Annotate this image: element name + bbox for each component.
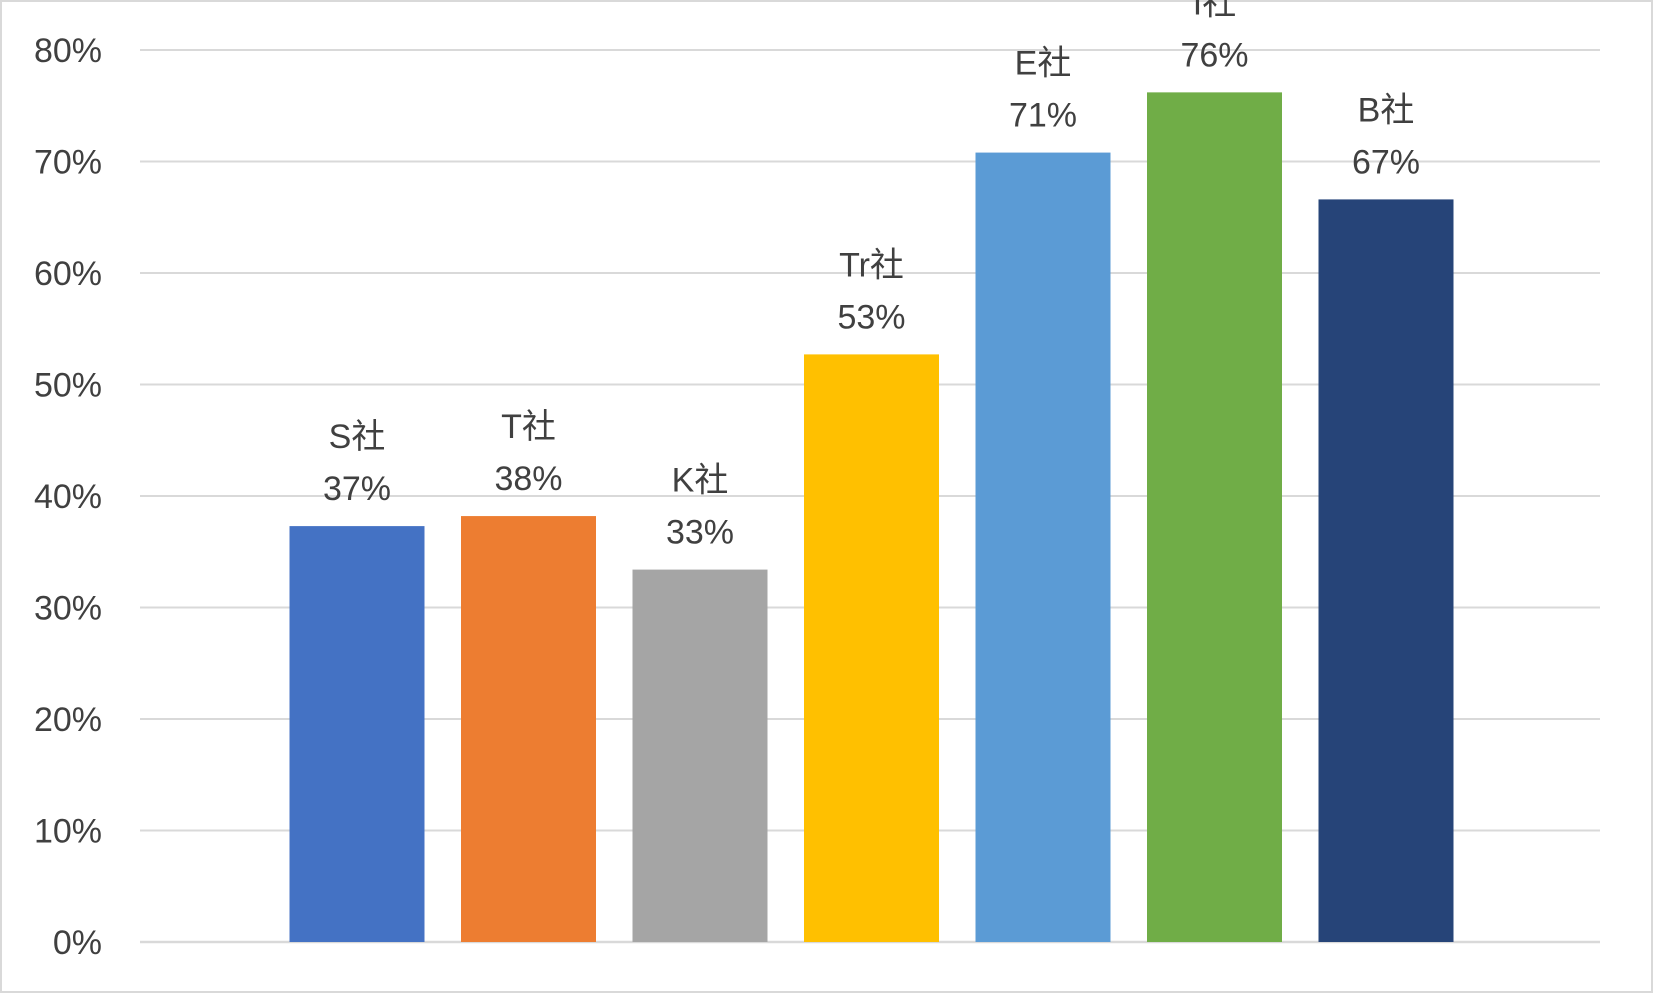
y-tick-label: 30% [34, 590, 102, 628]
y-tick-label: 80% [34, 32, 102, 70]
bar-value-label: 37% [323, 470, 391, 508]
bar-category-label: T社 [501, 408, 556, 446]
bar-category-label: S社 [329, 418, 386, 456]
bar-1 [461, 516, 596, 942]
y-tick-label: 0% [53, 924, 102, 962]
bar-3 [804, 354, 939, 942]
bar-5 [1147, 92, 1282, 943]
y-tick-label: 10% [34, 813, 102, 851]
data-labels: S社 37% T社 38% K社 33% Tr社 53% E社 71% I社 76% B社 67% [323, 0, 1420, 552]
bar-4 [975, 152, 1111, 942]
bar-0 [289, 526, 425, 942]
bar-value-label: 53% [837, 298, 905, 336]
y-axis-tick-labels: 0% 10% 20% 30% 40% 50% 60% 70% 80% [34, 32, 102, 962]
y-tick-label: 40% [34, 478, 102, 516]
bar-value-label: 38% [494, 460, 562, 498]
bar-value-label: 76% [1180, 36, 1248, 74]
bar-category-label: E社 [1015, 45, 1072, 83]
bar-category-label: Tr社 [839, 246, 904, 284]
bar-value-label: 67% [1352, 143, 1420, 181]
y-tick-label: 60% [34, 255, 102, 293]
bar-category-label: B社 [1358, 91, 1415, 129]
bar-2 [632, 569, 768, 942]
bar-value-label: 71% [1009, 97, 1077, 135]
y-tick-label: 70% [34, 144, 102, 182]
y-tick-label: 20% [34, 701, 102, 739]
bar-value-label: 33% [666, 514, 734, 552]
bar-category-label: I社 [1193, 0, 1236, 22]
bar-category-label: K社 [672, 462, 729, 500]
bar-6 [1318, 199, 1454, 942]
y-tick-label: 50% [34, 367, 102, 405]
bars [289, 92, 1454, 943]
